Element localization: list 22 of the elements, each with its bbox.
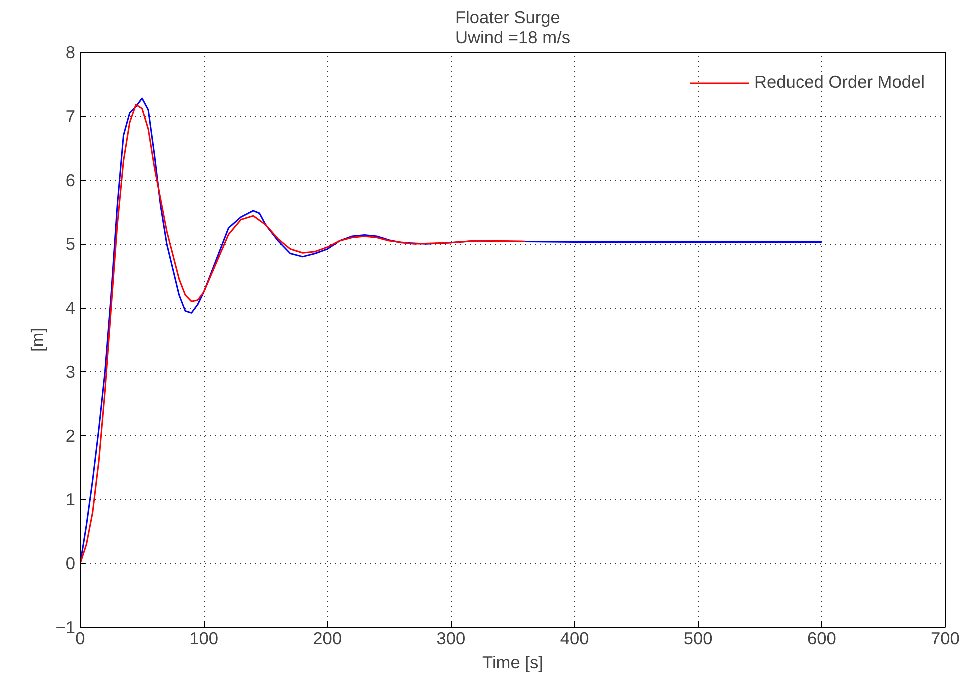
x-axis-title: Time [s]: [482, 652, 544, 672]
y-tick-label: 7: [66, 106, 76, 126]
x-tick-label: 600: [807, 628, 836, 648]
y-tick-label: 0: [66, 554, 76, 574]
y-axis-title: [m]: [28, 328, 48, 352]
y-tick-label: 1: [66, 490, 76, 510]
x-tick-label: 200: [313, 628, 342, 648]
x-tick-label: 700: [931, 628, 960, 648]
y-tick-label: 5: [66, 234, 76, 254]
x-tick-label: 500: [684, 628, 713, 648]
chart-title: Floater Surge Uwind =18 m/s: [455, 8, 571, 48]
y-tick-label: 3: [66, 362, 76, 382]
y-tick-label: 2: [66, 426, 76, 446]
line-series: [80, 104, 526, 564]
y-tick-label: 6: [66, 170, 76, 190]
x-tick-label: 300: [436, 628, 466, 648]
x-tick-label: 100: [190, 628, 219, 648]
y-tick-label: −1: [56, 618, 76, 638]
y-tick-label: 8: [66, 42, 76, 62]
legend-label: Reduced Order Model: [754, 72, 925, 93]
y-tick-label: 4: [66, 298, 76, 318]
x-tick-label: 400: [560, 628, 590, 648]
